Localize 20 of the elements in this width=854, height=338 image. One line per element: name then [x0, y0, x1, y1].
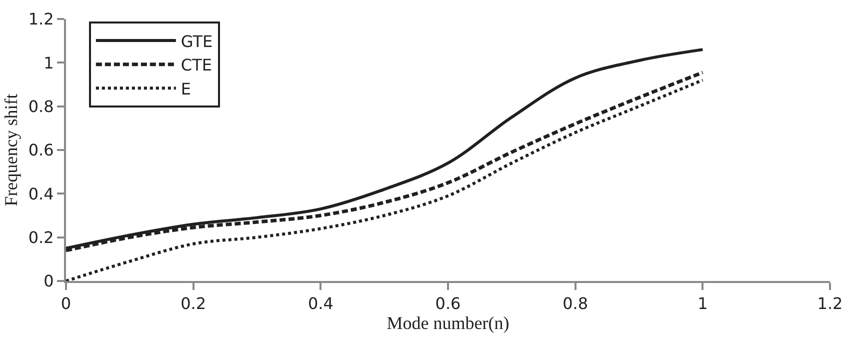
y-tick-label: 0.6: [28, 140, 54, 160]
x-axis-title: Mode number(n): [386, 313, 510, 334]
y-axis-title: Frequency shift: [1, 94, 22, 206]
legend-label: E: [180, 79, 192, 98]
legend-label: CTE: [180, 56, 212, 75]
y-tick-label: 0.4: [28, 184, 54, 204]
x-tick-label: 0.6: [435, 294, 461, 314]
x-tick-label: 0.8: [562, 294, 588, 314]
x-tick-label: 0.2: [180, 294, 206, 314]
x-tick-label: 1.2: [817, 294, 843, 314]
x-tick-label: 0: [60, 294, 72, 314]
y-tick-label: 0: [44, 272, 54, 291]
legend-label: GTE: [180, 32, 213, 51]
x-tick-label: 0.4: [308, 294, 334, 314]
line-series: [66, 78, 704, 281]
y-tick-label: 1: [44, 53, 54, 72]
x-tick-label: 1: [698, 294, 708, 314]
y-tick-label: 0.8: [28, 96, 54, 116]
y-tick-label: 0.2: [28, 228, 54, 247]
y-tick-label: 1.2: [28, 10, 54, 29]
